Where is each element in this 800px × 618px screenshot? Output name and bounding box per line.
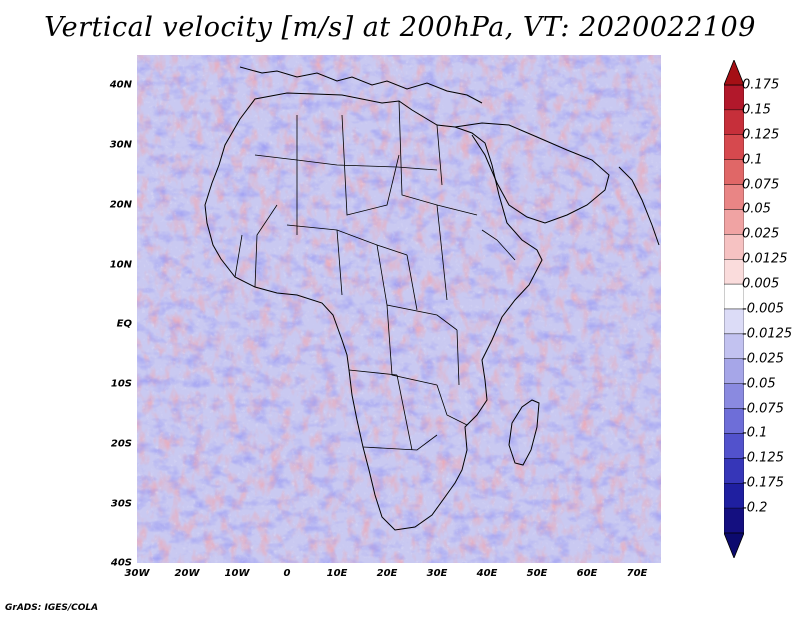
colorbar-top-arrow: [724, 60, 744, 86]
lon-tick-label: 40E: [476, 568, 498, 579]
map-panel: [137, 55, 661, 563]
colorbar-tick-label: -0.2: [742, 500, 768, 516]
colorbar-swatch: [724, 84, 744, 111]
colorbar-tick-label: 0.005: [742, 276, 780, 292]
colorbar-tick-label: 0.15: [742, 102, 771, 118]
colorbar-swatch: [724, 308, 744, 335]
lon-tick-label: 50E: [526, 568, 548, 579]
lon-tick-label: 60E: [576, 568, 598, 579]
colorbar-swatch: [724, 234, 744, 260]
colorbar-swatch: [724, 358, 744, 384]
colorbar-tick-label: 0.075: [742, 177, 780, 193]
lon-tick-label: 30W: [124, 568, 150, 579]
colorbar-swatch: [724, 383, 744, 409]
lat-tick-label: 20S: [110, 438, 132, 450]
colorbar: [724, 60, 744, 558]
europe-coastline: [239, 66, 483, 104]
lon-tick-label: 30E: [426, 568, 448, 579]
credit-text: GrADS: IGES/COLA: [5, 603, 99, 613]
colorbar-swatch: [724, 483, 744, 509]
vertical-velocity-map: [137, 55, 661, 563]
colorbar-swatch: [724, 507, 744, 534]
colorbar-swatch: [724, 109, 744, 135]
colorbar-tick-label: -0.05: [742, 376, 776, 392]
colorbar-tick-label: 0.125: [742, 127, 780, 143]
colorbar-bottom-arrow: [724, 532, 744, 558]
colorbar-tick-label: 0.05: [742, 201, 771, 217]
colorbar-tick-label: 0.175: [742, 77, 780, 93]
colorbar-swatch: [724, 433, 744, 459]
colorbar-swatch: [724, 209, 744, 235]
lon-tick-label: 10W: [224, 568, 250, 579]
lat-tick-label: 30N: [109, 139, 132, 151]
colorbar-tick-label: -0.175: [742, 475, 784, 491]
fine-structure-field: [137, 55, 661, 563]
colorbar-tick-label: -0.075: [742, 401, 784, 417]
chart-title: Vertical velocity [m/s] at 200hPa, VT: 2…: [44, 12, 756, 43]
lat-tick-label: 30S: [110, 498, 132, 510]
lat-tick-label: 20N: [109, 199, 132, 211]
colorbar-swatch: [724, 259, 744, 285]
colorbar-tick-label: -0.1: [742, 425, 768, 441]
colorbar-swatch: [724, 283, 744, 310]
colorbar-tick-label: -0.025: [742, 351, 784, 367]
coastlines-and-borders: [204, 66, 660, 531]
colorbar-tick-label: -0.005: [742, 301, 784, 317]
india-coastline: [618, 166, 660, 246]
madagascar-coastline: [508, 399, 540, 466]
colorbar-tick-label: 0.025: [742, 226, 780, 242]
colorbar-swatch: [724, 184, 744, 210]
lon-tick-label: 10E: [326, 568, 348, 579]
lat-tick-label: 40S: [110, 557, 132, 569]
colorbar-tick-label: -0.125: [742, 450, 784, 466]
lon-tick-label: 20E: [376, 568, 398, 579]
lon-tick-label: 70E: [626, 568, 648, 579]
colorbar-swatch: [724, 458, 744, 484]
country-borders: [234, 100, 516, 451]
arabia-coastline: [454, 122, 610, 224]
colorbar-swatch: [724, 408, 744, 434]
colorbar-swatch: [724, 159, 744, 185]
colorbar-tick-label: 0.0125: [742, 251, 788, 267]
lat-tick-label: 10S: [110, 378, 132, 390]
lon-tick-label: 20W: [174, 568, 200, 579]
lat-tick-label: 40N: [109, 79, 132, 91]
colorbar-tick-label: -0.0125: [742, 326, 793, 342]
lat-tick-label: EQ: [116, 318, 132, 330]
colorbar-swatch: [724, 134, 744, 160]
africa-coastline: [204, 92, 543, 531]
lon-tick-label: 0: [283, 568, 291, 579]
colorbar-swatch: [724, 333, 744, 359]
lat-tick-label: 10N: [109, 259, 132, 271]
colorbar-tick-label: 0.1: [742, 152, 763, 168]
